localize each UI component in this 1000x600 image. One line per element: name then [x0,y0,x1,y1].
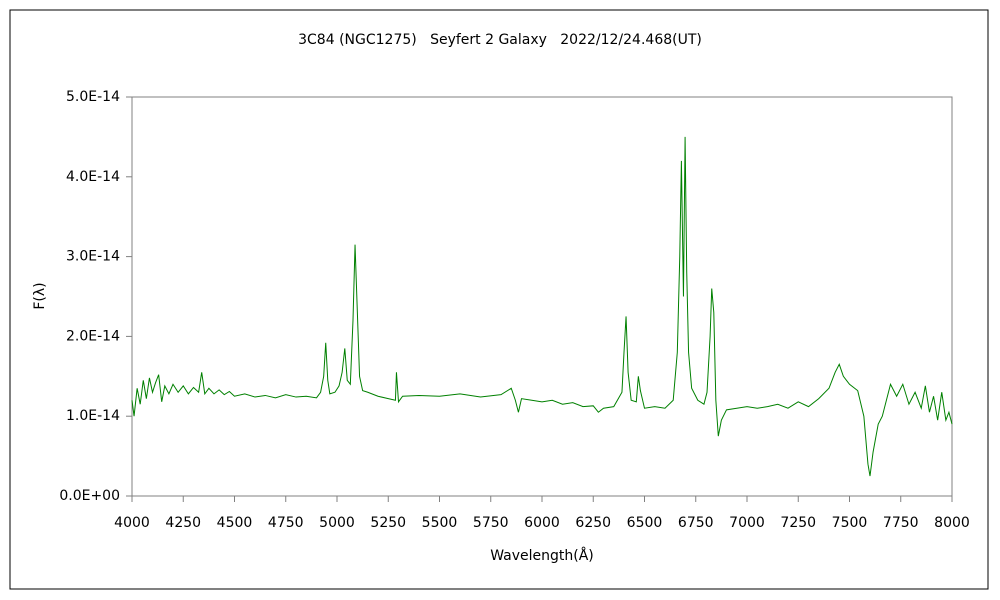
x-tick-label: 5750 [473,515,509,531]
x-tick-label: 6000 [524,515,560,531]
x-tick-label: 7500 [832,515,868,531]
x-tick-label: 5250 [370,515,406,531]
x-tick-label: 7250 [780,515,816,531]
y-tick-label: 4.0E-14 [66,169,120,185]
x-tick-label: 7750 [883,515,919,531]
x-tick-label: 4750 [268,515,304,531]
plot-area [131,96,953,497]
y-tick-label: 0.0E+00 [59,488,120,504]
x-tick-label: 4250 [165,515,201,531]
spectrum-line [131,136,953,477]
y-tick-label: 5.0E-14 [66,89,120,105]
x-tick-label: 8000 [934,515,970,531]
x-tick-label: 7000 [729,515,765,531]
y-tick-label: 3.0E-14 [66,249,120,265]
x-axis-label: Wavelength(Å) [490,547,594,564]
y-tick-label: 2.0E-14 [66,328,120,344]
y-tick-label: 1.0E-14 [66,408,120,424]
x-tick-label: 6750 [678,515,714,531]
x-tick-label: 5500 [422,515,458,531]
x-tick-label: 4000 [114,515,150,531]
x-tick-label: 4500 [217,515,253,531]
x-tick-label: 6500 [627,515,663,531]
x-tick-label: 6250 [575,515,611,531]
y-axis-label: F(λ) [32,282,48,309]
x-tick-label: 5000 [319,515,355,531]
chart-title: 3C84 (NGC1275) Seyfert 2 Galaxy 2022/12/… [298,32,702,48]
